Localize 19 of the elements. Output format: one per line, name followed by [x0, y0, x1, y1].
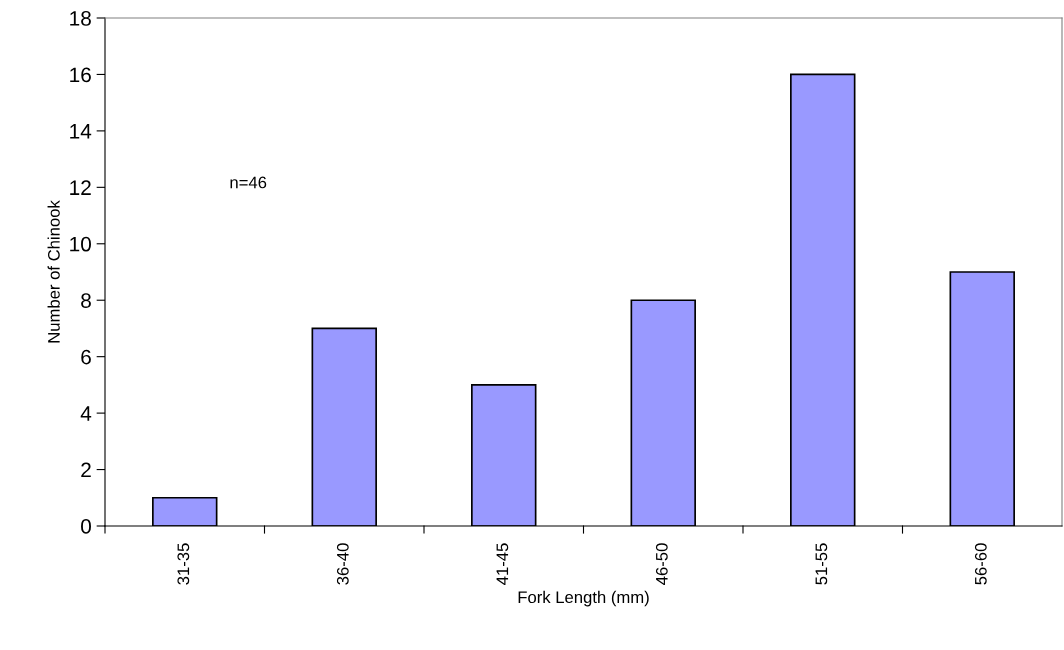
y-tick-label: 2 — [81, 462, 91, 478]
y-tick-label: 0 — [81, 519, 91, 534]
y-tick-label: 4 — [80, 406, 92, 421]
y-axis-title: Number of Chinook — [47, 200, 60, 343]
annotation: n=46 — [230, 176, 267, 189]
x-tick-label: 31-35 — [177, 543, 190, 585]
x-axis-title: Fork Length (mm) — [518, 590, 649, 607]
y-tick-label: 14 — [70, 124, 92, 139]
y-tick-label: 8 — [81, 293, 91, 308]
x-tick-label: 36-40 — [336, 543, 349, 585]
y-tick-label: 16 — [70, 67, 91, 83]
x-tick-label: 56-60 — [974, 543, 987, 585]
x-tick-label: 41-45 — [496, 543, 509, 585]
y-tick-label: 10 — [70, 236, 91, 252]
y-tick-label: 18 — [70, 11, 91, 26]
y-tick-label: 6 — [81, 349, 91, 365]
x-tick-label: 51-55 — [815, 543, 828, 585]
y-tick-label: 12 — [70, 180, 91, 195]
x-tick-label: 46-50 — [655, 543, 668, 585]
